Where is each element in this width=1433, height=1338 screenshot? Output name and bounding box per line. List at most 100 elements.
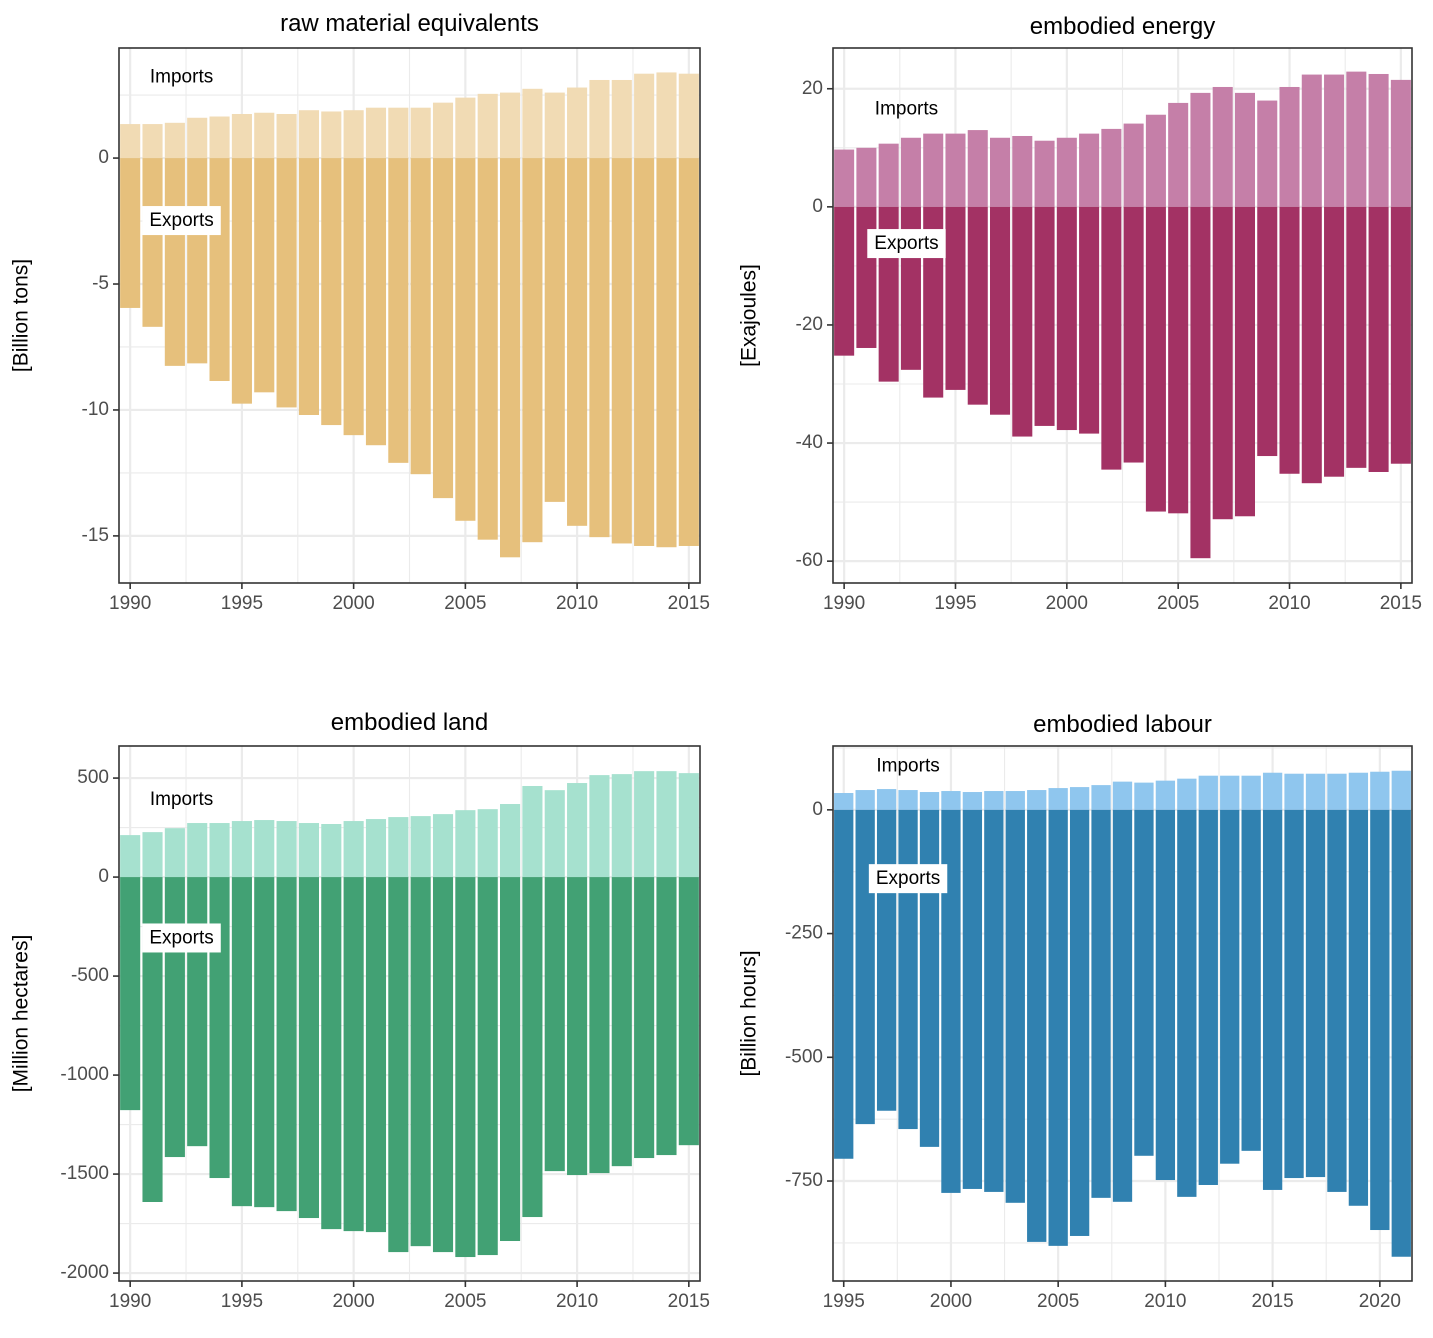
bar-imports-1991: [856, 147, 877, 207]
panel-embodied-land: embodied land [Million hectares] Imports…: [10, 709, 710, 1312]
bar-imports-1996: [855, 790, 875, 810]
bar-exports-1998: [298, 877, 319, 1219]
bar-imports-2005: [455, 810, 476, 878]
bar-imports-1995: [945, 133, 966, 207]
bar-exports-2000: [1056, 206, 1077, 431]
bar-exports-2005: [1168, 206, 1189, 514]
bar-exports-1996: [254, 158, 275, 393]
bar-imports-2012: [611, 774, 632, 878]
y-tick-label: 20: [802, 78, 823, 99]
y-tick-label: -15: [82, 525, 109, 546]
bar-imports-2017: [1305, 773, 1326, 810]
bar-imports-2006: [1069, 787, 1090, 810]
bar-exports-2008: [522, 877, 543, 1218]
bar-imports-1998: [298, 823, 319, 878]
bar-exports-2011: [1301, 206, 1322, 484]
bar-exports-2009: [544, 877, 565, 1172]
bar-exports-1998: [898, 809, 918, 1130]
x-tick-label: 2015: [1251, 1291, 1293, 1312]
x-tick-label: 2015: [668, 593, 710, 614]
bar-exports-1991: [142, 877, 163, 1202]
bar-exports-1993: [187, 877, 208, 1147]
panel-border: [832, 745, 1413, 1282]
bar-imports-2011: [1301, 74, 1322, 207]
bar-imports-1990: [834, 149, 855, 207]
x-tick-label: 2005: [444, 1291, 486, 1312]
bar-imports-2001: [365, 107, 387, 159]
bar-imports-1993: [187, 823, 208, 878]
bar-exports-1999: [1034, 206, 1055, 426]
annotation-imports: Imports: [876, 755, 939, 776]
bar-imports-2008: [1112, 781, 1133, 810]
bar-imports-2007: [500, 92, 521, 159]
y-axis-label: [Exajoules]: [738, 264, 761, 367]
bar-exports-1990: [120, 158, 141, 308]
bar-exports-2009: [1257, 206, 1278, 457]
bar-imports-2007: [1091, 785, 1111, 810]
x-tick-label: 2015: [668, 1291, 710, 1312]
bar-imports-2002: [388, 817, 409, 878]
bar-imports-2001: [365, 819, 387, 878]
bar-exports-2006: [477, 158, 498, 540]
bar-imports-2008: [1234, 92, 1256, 207]
bar-imports-2020: [1370, 771, 1390, 810]
bar-exports-2007: [500, 877, 521, 1242]
y-tick-label: -1500: [60, 1163, 109, 1184]
bar-imports-2004: [1145, 114, 1166, 207]
bar-exports-2013: [634, 158, 655, 546]
bar-exports-1993: [187, 158, 208, 364]
bar-imports-2012: [1324, 74, 1345, 207]
y-tick-label: -750: [785, 1170, 823, 1191]
bar-imports-1998: [298, 110, 319, 159]
bar-imports-2002: [984, 791, 1004, 810]
x-tick-label: 2005: [444, 593, 486, 614]
bar-exports-2021: [1391, 809, 1411, 1257]
bar-imports-2010: [567, 87, 588, 159]
bar-exports-2020: [1370, 809, 1390, 1231]
bar-exports-2000: [941, 809, 961, 1193]
bar-exports-2014: [656, 877, 677, 1156]
x-tick-label: 2000: [1046, 593, 1088, 614]
series-exports: [834, 809, 1411, 1257]
x-tick-label: 2000: [332, 593, 374, 614]
annotation-box: [142, 206, 221, 236]
bar-exports-2019: [1348, 809, 1369, 1206]
bar-exports-2012: [611, 877, 632, 1167]
bar-exports-2000: [343, 877, 364, 1232]
bar-imports-1999: [919, 792, 940, 810]
bar-imports-2011: [589, 775, 610, 878]
y-tick-label: -500: [785, 1046, 823, 1067]
series-imports: [120, 771, 699, 878]
bar-exports-1999: [919, 809, 940, 1147]
bar-exports-1992: [164, 877, 185, 1158]
bar-imports-1994: [209, 116, 230, 159]
bar-exports-2004: [432, 158, 454, 499]
bar-imports-2010: [1155, 780, 1176, 810]
annotation-exports: Exports: [874, 233, 938, 254]
bar-imports-1990: [120, 835, 141, 878]
bar-exports-2005: [455, 877, 476, 1258]
bar-imports-1997: [989, 137, 1011, 207]
bar-imports-2010: [567, 783, 588, 878]
bar-imports-2003: [1005, 791, 1025, 810]
bar-imports-1995: [834, 793, 854, 810]
bar-imports-2014: [656, 72, 677, 159]
bar-imports-2005: [1048, 788, 1068, 810]
bar-exports-2008: [1112, 809, 1133, 1202]
y-tick-label: 0: [98, 866, 109, 887]
bar-imports-2015: [678, 773, 699, 878]
bar-imports-2018: [1327, 773, 1347, 810]
bar-exports-1990: [120, 877, 141, 1111]
bar-exports-2008: [522, 158, 543, 543]
bar-exports-1996: [254, 877, 275, 1208]
bar-imports-2014: [1241, 775, 1261, 810]
bar-imports-2012: [611, 79, 632, 159]
y-axis-label: [Billion hours]: [738, 950, 761, 1076]
bar-exports-2012: [1324, 206, 1345, 477]
series-imports: [834, 71, 1411, 207]
bar-imports-2008: [522, 88, 543, 159]
bar-imports-1992: [164, 122, 185, 159]
panel-border: [118, 47, 701, 584]
bar-exports-1997: [276, 877, 297, 1212]
bar-imports-1992: [164, 828, 185, 878]
